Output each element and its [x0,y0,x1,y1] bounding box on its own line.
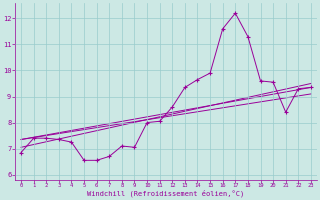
X-axis label: Windchill (Refroidissement éolien,°C): Windchill (Refroidissement éolien,°C) [87,190,244,197]
